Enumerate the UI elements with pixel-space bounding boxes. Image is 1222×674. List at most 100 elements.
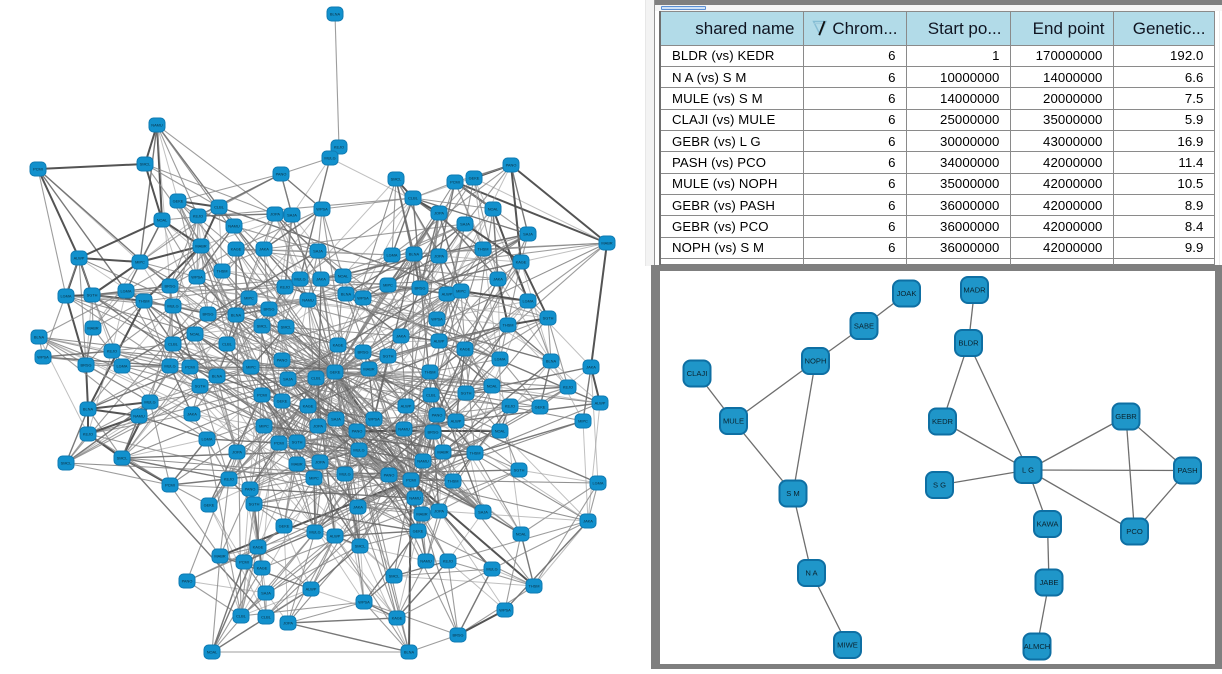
svg-text:ALWP: ALWP (442, 292, 453, 297)
svg-text:SGTH: SGTH (543, 316, 554, 321)
svg-text:THSM: THSM (502, 323, 513, 328)
svg-text:PANO: PANO (245, 487, 256, 492)
svg-text:SGTH: SGTH (383, 354, 394, 359)
svg-text:WPSA: WPSA (368, 417, 380, 422)
svg-text:JAKA: JAKA (493, 277, 503, 282)
svg-text:BLDR: BLDR (958, 339, 979, 348)
svg-text:BLNA: BLNA (409, 252, 420, 257)
svg-text:MABR: MABR (214, 554, 225, 559)
svg-text:KAGE: KAGE (303, 404, 314, 409)
svg-text:THSM: THSM (469, 451, 480, 456)
svg-text:NAMU: NAMU (420, 559, 432, 564)
svg-text:GEKE: GEKE (469, 176, 480, 181)
svg-text:NOAL: NOAL (190, 332, 201, 337)
svg-text:LGMA: LGMA (494, 357, 505, 362)
svg-text:NOAL: NOAL (207, 650, 218, 655)
svg-text:NAMU: NAMU (228, 224, 240, 229)
svg-text:JOAK: JOAK (897, 289, 917, 298)
svg-text:THSM: THSM (528, 584, 539, 589)
svg-text:JOPA: JOPA (283, 621, 293, 626)
svg-text:SAJA: SAJA (523, 232, 533, 237)
svg-text:NOPH: NOPH (805, 357, 827, 366)
svg-text:PCMI: PCMI (257, 393, 267, 398)
svg-text:BLNA: BLNA (341, 292, 352, 297)
svg-text:N A: N A (805, 569, 818, 578)
svg-text:SAJA: SAJA (460, 222, 470, 227)
svg-text:CLBL: CLBL (408, 196, 419, 201)
svg-text:SGTH: SGTH (87, 293, 98, 298)
svg-text:KEJO: KEJO (224, 477, 234, 482)
svg-text:ALWP: ALWP (401, 404, 412, 409)
svg-text:BLNA: BLNA (83, 407, 94, 412)
svg-text:BLNA: BLNA (231, 313, 242, 318)
svg-text:SGTH: SGTH (195, 384, 206, 389)
svg-text:SMCL: SMCL (117, 456, 129, 461)
svg-text:JOPA: JOPA (313, 424, 323, 429)
svg-text:PANO: PANO (432, 413, 443, 418)
svg-text:CLAJI: CLAJI (687, 369, 708, 378)
svg-text:LGMA: LGMA (120, 289, 131, 294)
svg-text:NAMU: NAMU (409, 496, 421, 501)
svg-text:GEKE: GEKE (413, 529, 424, 534)
svg-text:MULG: MULG (339, 472, 350, 477)
svg-text:BRSG: BRSG (414, 286, 425, 291)
svg-text:NAMU: NAMU (302, 298, 314, 303)
svg-text:WPSA: WPSA (358, 600, 370, 605)
svg-text:MABR: MABR (601, 241, 612, 246)
svg-text:BLNA: BLNA (546, 359, 557, 364)
svg-text:SMCL: SMCL (61, 461, 73, 466)
svg-text:WPSA: WPSA (431, 317, 443, 322)
svg-text:JAKA: JAKA (583, 519, 593, 524)
svg-text:SGTH: SGTH (461, 391, 472, 396)
svg-text:MULG: MULG (294, 277, 305, 282)
svg-text:BLNA: BLNA (404, 650, 415, 655)
svg-text:SMCL: SMCL (391, 177, 403, 182)
svg-text:MULE: MULE (723, 417, 744, 426)
svg-text:SGTH: SGTH (292, 440, 303, 445)
svg-text:LGMA: LGMA (386, 253, 397, 258)
svg-text:GEKE: GEKE (173, 199, 184, 204)
svg-text:PANO: PANO (352, 429, 363, 434)
svg-text:CLBL: CLBL (261, 615, 272, 620)
svg-text:MULG: MULG (486, 567, 497, 572)
svg-text:GEKE: GEKE (277, 399, 288, 404)
svg-text:SABE: SABE (854, 322, 874, 331)
svg-text:MIPC: MIPC (578, 419, 588, 424)
svg-text:S G: S G (933, 481, 946, 490)
svg-text:ALMCH: ALMCH (1024, 642, 1051, 651)
svg-text:L G: L G (1022, 466, 1034, 475)
svg-text:KAGE: KAGE (231, 247, 242, 252)
svg-text:BLNA: BLNA (34, 335, 45, 340)
svg-text:JAKA: JAKA (187, 412, 197, 417)
svg-text:GEKE: GEKE (279, 524, 290, 529)
svg-text:MADR: MADR (963, 286, 986, 295)
svg-text:ALWP: ALWP (306, 587, 317, 592)
svg-text:BLNA: BLNA (330, 12, 341, 17)
svg-text:KAGE: KAGE (333, 343, 344, 348)
svg-text:CLBL: CLBL (426, 393, 437, 398)
svg-text:GEKE: GEKE (535, 405, 546, 410)
svg-text:JAKA: JAKA (586, 365, 596, 370)
svg-text:WPSA: WPSA (191, 275, 203, 280)
svg-text:BLNA: BLNA (212, 374, 223, 379)
svg-text:BRSG: BRSG (263, 307, 274, 312)
svg-text:LGMA: LGMA (60, 294, 71, 299)
svg-text:GEKE: GEKE (204, 503, 215, 508)
svg-text:KEJO: KEJO (443, 559, 453, 564)
svg-text:NOAL: NOAL (495, 429, 506, 434)
svg-text:MABR: MABR (195, 244, 206, 249)
svg-text:KEJO: KEJO (193, 214, 203, 219)
svg-text:SAJA: SAJA (287, 213, 297, 218)
svg-text:PANO: PANO (277, 358, 288, 363)
svg-text:JAKA: JAKA (353, 505, 363, 510)
svg-text:NOAL: NOAL (157, 218, 168, 223)
svg-text:KAGE: KAGE (257, 566, 268, 571)
svg-text:KAWA: KAWA (1037, 520, 1060, 529)
svg-text:PANO: PANO (182, 579, 193, 584)
svg-text:SMCL: SMCL (257, 324, 269, 329)
svg-text:MABR: MABR (87, 326, 98, 331)
svg-text:MIPC: MIPC (135, 260, 145, 265)
svg-text:MIPC: MIPC (456, 289, 466, 294)
svg-text:SAJA: SAJA (313, 249, 323, 254)
svg-text:WPSA: WPSA (316, 207, 328, 212)
